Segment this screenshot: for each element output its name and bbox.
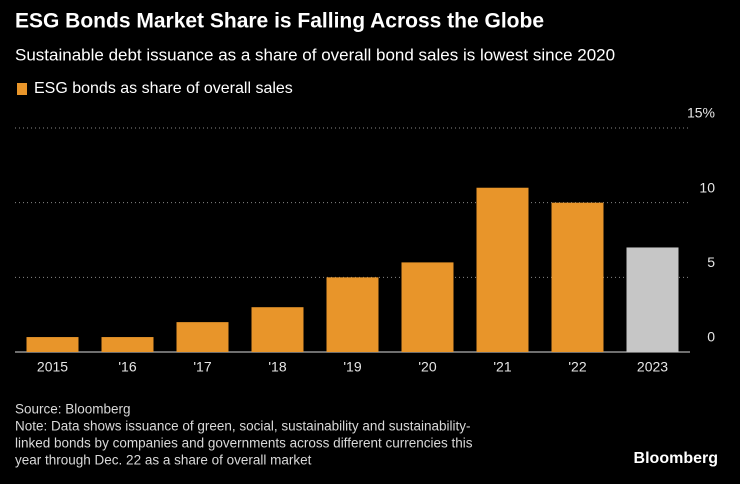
bar (626, 247, 679, 352)
bar (551, 202, 604, 352)
x-tick-label: '17 (193, 359, 211, 375)
x-tick-label: 2023 (637, 359, 668, 375)
y-tick-label: 15% (687, 105, 715, 121)
x-tick-label: '20 (418, 359, 436, 375)
x-tick-label: '19 (343, 359, 361, 375)
y-tick-label: 5 (707, 254, 715, 270)
bar (101, 337, 154, 352)
x-tick-label: 2015 (37, 359, 68, 375)
bar (401, 262, 454, 352)
source: Source: Bloomberg (15, 402, 131, 417)
legend-label: ESG bonds as share of overall sales (34, 80, 293, 97)
note-line: Note: Data shows issuance of green, soci… (15, 419, 471, 434)
x-tick-label: '22 (568, 359, 586, 375)
bar (176, 322, 229, 352)
note-line: linked bonds by companies and government… (15, 436, 473, 451)
chart-subtitle: Sustainable debt issuance as a share of … (15, 45, 615, 64)
note-line: year through Dec. 22 as a share of overa… (15, 453, 312, 468)
x-tick-label: '16 (118, 359, 136, 375)
x-tick-label: '18 (268, 359, 286, 375)
x-tick-label: '21 (493, 359, 511, 375)
bar (251, 307, 304, 352)
bar (326, 277, 379, 352)
y-tick-label: 10 (699, 179, 715, 195)
chart-title: ESG Bonds Market Share is Falling Across… (15, 10, 544, 33)
y-tick-label: 0 (707, 329, 715, 345)
legend-swatch (17, 83, 27, 95)
bar (476, 187, 529, 352)
bar (26, 337, 79, 352)
logo: Bloomberg (634, 450, 718, 467)
